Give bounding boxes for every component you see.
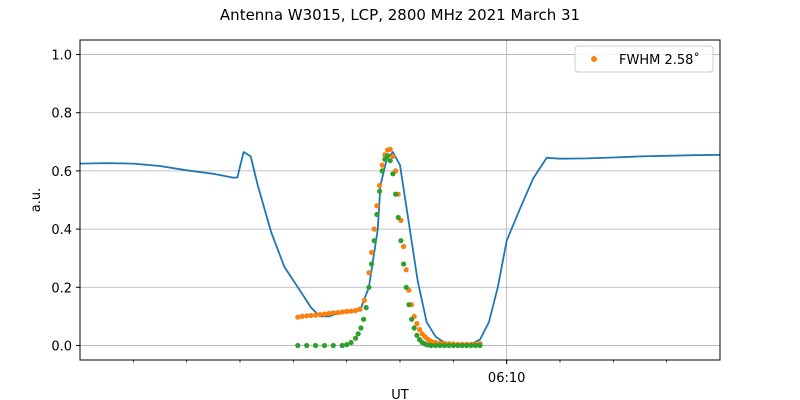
axis-layer: 0.0 0.2 0.4 0.6 0.8 1.0 06:10 <box>51 49 668 386</box>
data-point <box>390 171 396 177</box>
data-point <box>344 342 350 348</box>
data-point <box>348 308 354 314</box>
data-point <box>414 321 420 327</box>
data-point <box>374 203 380 209</box>
data-point <box>321 342 327 349</box>
y-tick-label: 1.0 <box>51 49 72 64</box>
data-point <box>313 312 319 318</box>
data-point <box>437 342 443 349</box>
data-point <box>433 342 439 349</box>
data-point <box>304 342 310 349</box>
data-point <box>455 342 461 349</box>
data-point <box>335 310 341 316</box>
data-point <box>353 335 359 341</box>
data-point <box>382 156 388 162</box>
data-point <box>326 310 332 317</box>
data-point <box>363 305 369 311</box>
data-point <box>366 284 372 290</box>
data-point <box>369 249 375 255</box>
data-point <box>401 261 407 267</box>
data-point <box>358 325 364 331</box>
data-point <box>377 182 383 189</box>
data-point <box>387 146 393 152</box>
data-point <box>377 188 383 194</box>
data-point <box>339 342 345 349</box>
data-point <box>379 162 385 168</box>
data-point <box>417 326 423 333</box>
series-dots-1 <box>295 146 483 347</box>
data-point <box>330 342 336 349</box>
data-point <box>295 342 301 349</box>
data-point <box>401 243 407 250</box>
x-tick-label: 06:10 <box>488 371 525 386</box>
x-axis-label: UT <box>391 388 409 400</box>
data-point <box>403 284 409 290</box>
data-point <box>304 313 310 319</box>
data-point <box>366 270 372 276</box>
data-point <box>361 316 367 322</box>
series-dots-2 <box>295 153 483 349</box>
data-point <box>313 342 319 349</box>
chart-title: Antenna W3015, LCP, 2800 MHz 2021 March … <box>220 6 580 24</box>
data-point <box>464 342 470 349</box>
data-point <box>459 342 465 349</box>
data-point <box>395 214 401 221</box>
data-point <box>371 238 377 244</box>
data-point <box>379 168 385 174</box>
data-point <box>477 342 483 349</box>
data-point <box>398 238 404 244</box>
data-point <box>414 332 420 338</box>
series-layer <box>79 146 721 349</box>
data-point <box>330 310 336 316</box>
data-point <box>317 312 323 318</box>
data-point <box>403 267 409 273</box>
y-axis-label: a.u. <box>29 188 44 212</box>
data-point <box>428 342 434 349</box>
data-point <box>393 191 399 197</box>
data-point <box>295 314 301 320</box>
data-point <box>308 312 314 319</box>
data-point <box>361 297 367 303</box>
data-point <box>473 342 479 349</box>
y-tick-label: 0.6 <box>51 165 72 180</box>
data-point <box>409 316 415 322</box>
data-point <box>299 313 305 319</box>
legend-label: FWHM 2.58˚ <box>619 52 700 68</box>
legend-box <box>574 45 714 73</box>
data-point <box>468 342 474 349</box>
data-point <box>374 211 380 218</box>
legend: FWHM 2.58˚ <box>574 45 714 73</box>
data-point <box>390 153 396 159</box>
y-tick-label: 0.2 <box>51 281 72 296</box>
data-point <box>406 302 412 308</box>
data-point <box>353 307 359 314</box>
y-tick-label: 0.0 <box>51 339 72 354</box>
legend-marker <box>591 56 597 62</box>
data-point <box>387 158 393 164</box>
data-point <box>369 261 375 267</box>
data-point <box>385 153 391 159</box>
y-tick-label: 0.8 <box>51 107 72 122</box>
data-point <box>355 331 361 337</box>
data-point <box>339 309 345 315</box>
data-point <box>357 306 363 312</box>
data-point <box>450 342 456 349</box>
data-point <box>348 339 354 346</box>
data-point <box>371 226 377 232</box>
y-tick-label: 0.4 <box>51 223 72 238</box>
data-point <box>344 308 350 314</box>
data-point <box>321 311 327 317</box>
data-point <box>411 325 417 331</box>
data-point <box>441 342 447 349</box>
data-point <box>446 342 452 349</box>
